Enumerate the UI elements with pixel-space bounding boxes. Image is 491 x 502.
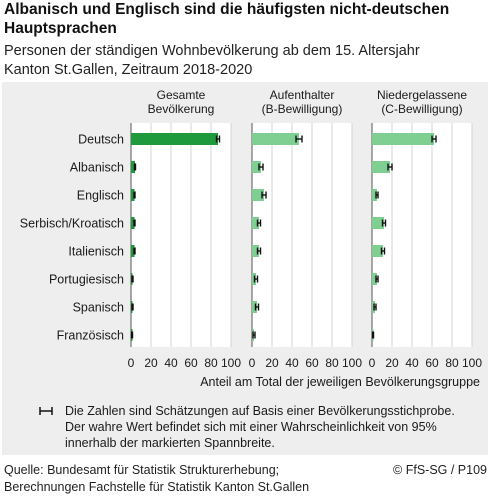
category-label: Serbisch/Kroatisch xyxy=(20,217,124,231)
category-label: Spanisch xyxy=(73,301,124,315)
x-tick-label: 100 xyxy=(342,356,362,370)
source-line1: Quelle: Bundesamt für Statistik Struktur… xyxy=(4,463,280,477)
x-tick-label: 40 xyxy=(164,356,178,370)
bar xyxy=(131,189,135,201)
x-tick-label: 100 xyxy=(221,356,241,370)
series-label: Gesamte xyxy=(157,88,206,102)
series-label: Niedergelassene xyxy=(377,88,467,102)
chart-subtitle-line1: Personen der ständigen Wohnbevölkerung a… xyxy=(4,43,420,59)
category-label: Französisch xyxy=(57,329,124,343)
legend-text: innerhalb der markierten Spannbreite. xyxy=(65,436,275,450)
plot-area-3 xyxy=(372,123,472,347)
source-line2: Berechnungen Fachstelle für Statistik Ka… xyxy=(4,480,310,494)
x-tick-label: 60 xyxy=(184,356,198,370)
category-label: Englisch xyxy=(77,189,124,203)
series-label: Bevölkerung xyxy=(148,102,215,116)
bar xyxy=(252,161,261,173)
bar xyxy=(372,161,390,173)
bar xyxy=(372,273,377,285)
bar xyxy=(372,133,434,145)
chart-title-line2: Hauptsprachen xyxy=(4,20,117,37)
x-tick-label: 100 xyxy=(462,356,482,370)
bar xyxy=(252,217,259,229)
bar xyxy=(252,245,259,257)
chart-title: Albanisch und Englisch sind die häufigst… xyxy=(4,0,484,38)
x-tick-label: 80 xyxy=(445,356,459,370)
x-tick-label: 20 xyxy=(144,356,158,370)
category-label: Italienisch xyxy=(68,245,124,259)
series-label: (B-Bewilligung) xyxy=(262,102,343,116)
x-tick-label: 0 xyxy=(249,356,256,370)
plot-area-2 xyxy=(252,123,352,347)
bar xyxy=(252,133,299,145)
source-note: Quelle: Bundesamt für Statistik Struktur… xyxy=(4,462,334,496)
x-tick-label: 60 xyxy=(305,356,319,370)
x-tick-label: 0 xyxy=(369,356,376,370)
bar xyxy=(131,161,135,173)
x-tick-label: 40 xyxy=(405,356,419,370)
series-label: Aufenthalter xyxy=(270,88,335,102)
x-tick-label: 60 xyxy=(425,356,439,370)
legend-text: Der wahre Wert befindet sich mit einer W… xyxy=(65,420,437,434)
series-label: (C-Bewilligung) xyxy=(381,102,462,116)
bar xyxy=(372,217,384,229)
bar xyxy=(131,133,218,145)
x-axis-label: Anteil am Total der jeweiligen Bevölkeru… xyxy=(200,375,480,389)
copyright: © FfS-SG / P109 xyxy=(393,463,487,477)
legend-text: Die Zahlen sind Schätzungen auf Basis ei… xyxy=(65,404,455,418)
plot-area-1 xyxy=(131,123,231,347)
chart-title-line1: Albanisch und Englisch sind die häufigst… xyxy=(4,1,450,18)
x-tick-label: 40 xyxy=(285,356,299,370)
x-tick-label: 80 xyxy=(325,356,339,370)
category-label: Deutsch xyxy=(78,133,124,147)
bar xyxy=(372,245,383,257)
chart-subtitle-line2: Kanton St.Gallen, Zeitraum 2018-2020 xyxy=(4,62,253,78)
chart-subtitle: Personen der ständigen Wohnbevölkerung a… xyxy=(4,42,484,80)
bar xyxy=(252,189,264,201)
x-tick-label: 80 xyxy=(204,356,218,370)
x-tick-label: 20 xyxy=(385,356,399,370)
category-label: Albanisch xyxy=(70,161,124,175)
bar xyxy=(252,301,257,313)
bar xyxy=(131,245,135,257)
bar xyxy=(131,217,135,229)
x-tick-label: 20 xyxy=(265,356,279,370)
bar xyxy=(372,189,377,201)
x-tick-label: 0 xyxy=(128,356,135,370)
category-label: Portugiesisch xyxy=(49,273,124,287)
